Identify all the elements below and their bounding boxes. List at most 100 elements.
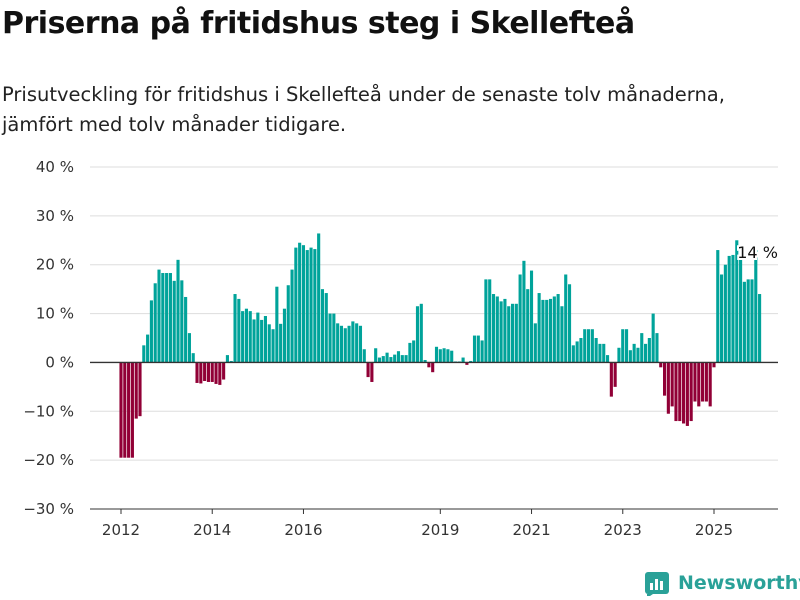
bar-positive <box>495 296 499 363</box>
bar-positive <box>590 329 594 363</box>
bar-positive <box>362 349 366 363</box>
bar-negative <box>370 362 374 382</box>
bar-positive <box>499 301 503 363</box>
x-tick-label: 2014 <box>193 521 231 539</box>
bar-positive <box>438 349 442 363</box>
bar-positive <box>628 350 632 363</box>
bar-positive <box>165 273 169 363</box>
bar-positive <box>412 340 416 363</box>
bar-positive <box>742 281 746 363</box>
bar-positive <box>233 294 237 363</box>
bar-negative <box>708 362 712 407</box>
bar-positive <box>503 298 507 363</box>
bar-positive <box>256 312 260 363</box>
bar-negative <box>366 362 370 378</box>
bar-positive <box>168 273 172 363</box>
bar-positive <box>309 247 313 363</box>
bar-positive <box>541 299 545 363</box>
bar-positive <box>644 343 648 363</box>
bar-negative <box>203 362 207 381</box>
bar-positive <box>602 343 606 363</box>
bar-positive <box>716 250 720 363</box>
newsworthy-logo-icon <box>645 572 669 596</box>
y-tick-label: 30 % <box>36 207 74 225</box>
bar-positive <box>579 338 583 363</box>
bar-positive <box>556 294 560 363</box>
bar-positive <box>336 323 340 363</box>
bar-negative <box>465 362 469 365</box>
bar-positive <box>510 303 515 363</box>
bar-positive <box>237 298 241 363</box>
bar-positive <box>469 360 473 363</box>
bar-positive <box>286 285 290 363</box>
bar-negative <box>123 362 127 458</box>
bar-positive <box>324 293 328 363</box>
bar-positive <box>731 254 735 363</box>
bar-positive <box>647 338 651 363</box>
bar-positive <box>537 293 541 363</box>
bar-negative <box>613 362 617 387</box>
bar-positive <box>290 269 294 363</box>
bar-positive <box>172 280 176 363</box>
newsworthy-logo: Newsworthy <box>645 568 800 598</box>
bar-negative <box>222 362 226 380</box>
x-tick-label: 2025 <box>695 521 733 539</box>
bar-positive <box>636 347 640 363</box>
bar-positive <box>244 308 248 363</box>
bar-positive <box>301 245 306 363</box>
y-tick-label: −10 % <box>23 402 74 420</box>
bar-positive <box>594 338 598 363</box>
bar-positive <box>488 279 492 363</box>
bar-positive <box>605 355 610 363</box>
bar-positive <box>332 313 336 363</box>
bar-negative <box>138 362 142 417</box>
bar-positive <box>260 319 264 363</box>
bar-positive <box>161 273 165 363</box>
bar-positive <box>529 270 534 363</box>
bar-positive <box>621 329 625 363</box>
bar-positive <box>446 349 450 363</box>
y-tick-label: 10 % <box>36 305 74 323</box>
bar-positive <box>632 343 636 363</box>
bar-positive <box>586 329 591 363</box>
bar-negative <box>214 362 218 384</box>
bar-negative <box>427 362 431 368</box>
x-tick-label: 2016 <box>284 521 322 539</box>
bar-positive <box>419 303 423 363</box>
bar-negative <box>689 362 693 422</box>
bar-positive <box>389 357 393 363</box>
bar-positive <box>351 321 355 363</box>
bar-negative <box>663 362 667 396</box>
bar-positive <box>571 345 575 363</box>
bar-positive <box>385 352 389 363</box>
bar-positive <box>157 269 161 363</box>
bar-negative <box>697 362 701 407</box>
bar-positive <box>461 357 465 363</box>
bar-positive <box>567 284 572 363</box>
bar-negative <box>130 362 134 458</box>
bar-negative <box>119 362 123 458</box>
x-axis: 2012 2014 2016 2019 2021 2023 2025 <box>90 508 778 539</box>
y-tick-label: 20 % <box>36 256 74 274</box>
bar-positive <box>248 311 252 363</box>
bar-positive <box>552 296 556 363</box>
bar-positive <box>533 323 537 363</box>
bar-positive <box>339 325 344 363</box>
bar-negative <box>670 362 674 407</box>
bar-positive <box>434 346 439 363</box>
bar-negative <box>210 362 214 382</box>
bar-positive <box>655 333 659 363</box>
bar-positive <box>415 306 420 363</box>
bar-positive <box>476 335 480 363</box>
bar-positive <box>442 348 446 363</box>
x-tick-label: 2012 <box>102 521 140 539</box>
bar-negative <box>218 362 222 385</box>
bar-positive <box>241 311 245 363</box>
bar-positive <box>514 303 518 363</box>
last-value-label: 14 % <box>737 243 778 262</box>
bar-negative <box>674 362 678 422</box>
bar-positive <box>393 354 397 363</box>
bar-positive <box>624 329 629 363</box>
bar-positive <box>328 313 332 363</box>
